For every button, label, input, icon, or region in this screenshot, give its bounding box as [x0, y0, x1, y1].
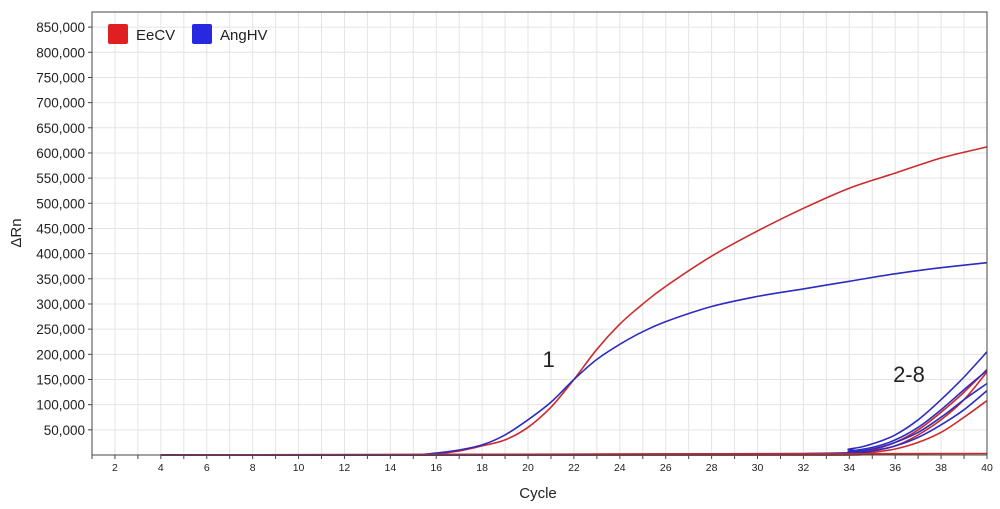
legend: EeCV AngHV [108, 24, 268, 44]
x-tick-label: 32 [798, 462, 810, 474]
annotation-label: 1 [543, 347, 555, 372]
legend-swatch-anghv [192, 24, 212, 44]
y-tick-label: 750,000 [36, 70, 85, 85]
y-tick-label: 800,000 [36, 45, 85, 60]
x-tick-label: 34 [843, 462, 855, 474]
x-tick-label: 10 [293, 462, 305, 474]
y-axis-label: ΔRn [8, 218, 25, 247]
legend-label-eecv: EeCV [136, 27, 175, 44]
y-tick-label: 550,000 [36, 171, 85, 186]
x-tick-label: 22 [568, 462, 580, 474]
annotation-label: 2-8 [893, 362, 925, 387]
y-tick-label: 500,000 [36, 196, 85, 211]
y-tick-label: 450,000 [36, 221, 85, 236]
annotations: 1 2-8 [543, 347, 925, 387]
y-tick-label: 150,000 [36, 372, 85, 387]
x-tick-label: 30 [752, 462, 764, 474]
x-tick-label: 24 [614, 462, 626, 474]
y-tick-label: 400,000 [36, 247, 85, 262]
plot-frame [91, 11, 988, 456]
x-tick-label: 2 [112, 462, 118, 474]
y-tick-label: 200,000 [36, 347, 85, 362]
x-tick-label: 20 [522, 462, 534, 474]
x-tick-label: 40 [981, 462, 993, 474]
legend-label-anghv: AngHV [220, 27, 268, 44]
x-tick-label: 12 [339, 462, 351, 474]
x-tick-label: 14 [384, 462, 396, 474]
x-tick-label: 26 [660, 462, 672, 474]
x-tick-label: 36 [889, 462, 901, 474]
x-tick-label: 8 [250, 462, 256, 474]
x-tick-label: 28 [706, 462, 718, 474]
y-tick-label: 600,000 [36, 146, 85, 161]
x-tick-label: 18 [476, 462, 488, 474]
y-tick-label: 250,000 [36, 322, 85, 337]
x-tick-label: 38 [935, 462, 947, 474]
x-tick-label: 4 [158, 462, 164, 474]
grid [91, 12, 988, 455]
x-axis-label: Cycle [519, 485, 557, 502]
legend-swatch-eecv [108, 24, 128, 44]
axis-ticks: 50,000 100,000 150,000 200,000 250,000 300,00… [36, 20, 993, 474]
y-tick-label: 50,000 [44, 423, 85, 438]
x-tick-label: 6 [204, 462, 210, 474]
y-tick-label: 100,000 [36, 398, 85, 413]
x-tick-label: 16 [430, 462, 442, 474]
y-tick-label: 850,000 [36, 20, 85, 35]
y-tick-label: 350,000 [36, 272, 85, 287]
series-line-anghv-1 [160, 261, 988, 456]
y-tick-label: 650,000 [36, 121, 85, 136]
y-tick-label: 300,000 [36, 297, 85, 312]
y-tick-label: 700,000 [36, 96, 85, 111]
